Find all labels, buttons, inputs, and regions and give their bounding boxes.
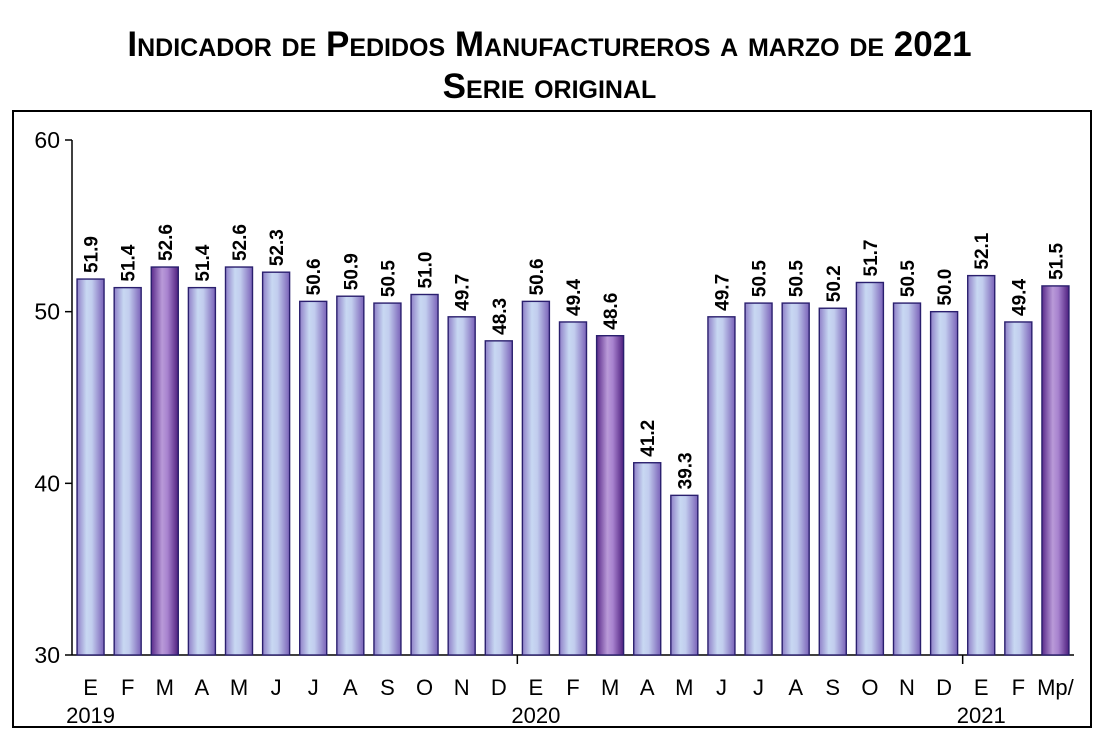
bar-chart: 30 40 50 60 2019 2020 2021 51.9 E 51.4 F 52.6 M 51.4… bbox=[34, 127, 1075, 726]
year-label: 2019 bbox=[66, 703, 115, 726]
x-tick-label: M bbox=[230, 675, 248, 700]
bar bbox=[781, 302, 810, 656]
x-tick-label: J bbox=[308, 675, 319, 700]
x-tick-label: S bbox=[380, 675, 395, 700]
data-label: 51.4 bbox=[193, 244, 214, 281]
x-tick-label: S bbox=[825, 675, 840, 700]
x-tick-label: F bbox=[1012, 675, 1025, 700]
data-label: 50.2 bbox=[824, 265, 845, 302]
chart-frame: 30 40 50 60 2019 2020 2021 51.9 E 51.4 F 52.6 M 51.4… bbox=[12, 110, 1092, 728]
x-tick-label: M bbox=[601, 675, 619, 700]
x-tick-label: E bbox=[974, 675, 989, 700]
data-label: 48.6 bbox=[601, 293, 622, 330]
data-label: 50.9 bbox=[341, 253, 362, 290]
x-tick-label: A bbox=[195, 675, 210, 700]
bar bbox=[929, 310, 959, 656]
bar bbox=[373, 302, 402, 656]
bar bbox=[299, 300, 328, 656]
data-label: 48.3 bbox=[490, 298, 511, 335]
bar bbox=[707, 316, 736, 656]
data-label: 41.2 bbox=[638, 420, 659, 457]
x-tick-label: M bbox=[156, 675, 174, 700]
bar bbox=[558, 321, 588, 656]
bar bbox=[150, 266, 179, 656]
data-label: 50.6 bbox=[304, 258, 325, 295]
x-tick-label: O bbox=[861, 675, 878, 700]
x-tick-label: F bbox=[566, 675, 579, 700]
x-tick-label: J bbox=[271, 675, 282, 700]
bar bbox=[484, 340, 513, 656]
bar bbox=[1004, 321, 1033, 656]
data-label: 49.4 bbox=[564, 279, 585, 316]
bar bbox=[892, 302, 922, 656]
x-tick-label: F bbox=[121, 675, 134, 700]
year-label: 2020 bbox=[511, 703, 560, 726]
x-tick-label: D bbox=[936, 675, 952, 700]
data-label: 51.4 bbox=[119, 244, 140, 281]
data-label: 49.7 bbox=[712, 274, 733, 311]
data-label: 51.7 bbox=[861, 239, 882, 276]
data-label: 51.5 bbox=[1046, 243, 1067, 280]
x-tick-label: J bbox=[716, 675, 727, 700]
x-tick-label: M bbox=[675, 675, 693, 700]
data-label: 50.5 bbox=[750, 260, 771, 297]
bar bbox=[595, 334, 625, 656]
bar bbox=[410, 293, 439, 656]
x-tick-label: D bbox=[491, 675, 507, 700]
data-label: 50.5 bbox=[898, 260, 919, 297]
bar bbox=[855, 281, 885, 656]
x-tick-label: J bbox=[753, 675, 764, 700]
data-label: 49.7 bbox=[453, 274, 474, 311]
data-label: 49.4 bbox=[1009, 279, 1030, 316]
bar bbox=[521, 300, 551, 656]
data-label: 52.3 bbox=[267, 229, 288, 266]
bar bbox=[76, 278, 105, 656]
data-label: 52.1 bbox=[972, 232, 993, 269]
bar bbox=[224, 266, 254, 656]
bar bbox=[447, 316, 476, 656]
bar bbox=[113, 286, 142, 656]
x-tick-label: N bbox=[454, 675, 470, 700]
x-tick-label: O bbox=[416, 675, 433, 700]
bar bbox=[744, 302, 773, 656]
bar bbox=[670, 494, 699, 656]
data-label: 51.0 bbox=[416, 252, 437, 289]
bar bbox=[633, 462, 662, 656]
x-tick-label: A bbox=[343, 675, 358, 700]
y-tick-label: 40 bbox=[34, 470, 60, 496]
data-label: 52.6 bbox=[230, 224, 251, 261]
y-tick-label: 60 bbox=[34, 127, 60, 153]
bar bbox=[261, 271, 291, 656]
chart-title: Indicador de Pedidos Manufactureros a ma… bbox=[0, 24, 1099, 108]
data-label: 50.0 bbox=[935, 269, 956, 306]
data-label: 50.6 bbox=[527, 258, 548, 295]
bar bbox=[187, 286, 217, 656]
data-label: 50.5 bbox=[378, 260, 399, 297]
data-label: 52.6 bbox=[156, 224, 177, 261]
bar bbox=[967, 274, 996, 656]
data-label: 51.9 bbox=[82, 236, 103, 273]
data-label: 39.3 bbox=[675, 452, 696, 489]
bar bbox=[818, 307, 847, 656]
data-label: 50.5 bbox=[787, 260, 808, 297]
x-tick-label: E bbox=[83, 675, 98, 700]
x-tick-label: E bbox=[529, 675, 544, 700]
y-tick-label: 50 bbox=[34, 299, 60, 325]
chart-subtitle: Serie original bbox=[442, 67, 657, 106]
y-tick-label: 30 bbox=[34, 642, 60, 668]
chart-title-line1: Indicador de Pedidos Manufactureros a ma… bbox=[127, 25, 972, 64]
year-label: 2021 bbox=[957, 703, 1006, 726]
x-tick-label: Mp/ bbox=[1037, 675, 1075, 700]
x-tick-label: A bbox=[788, 675, 803, 700]
bar bbox=[336, 295, 365, 656]
x-tick-label: A bbox=[640, 675, 655, 700]
bar bbox=[1041, 285, 1070, 656]
x-tick-label: N bbox=[899, 675, 915, 700]
